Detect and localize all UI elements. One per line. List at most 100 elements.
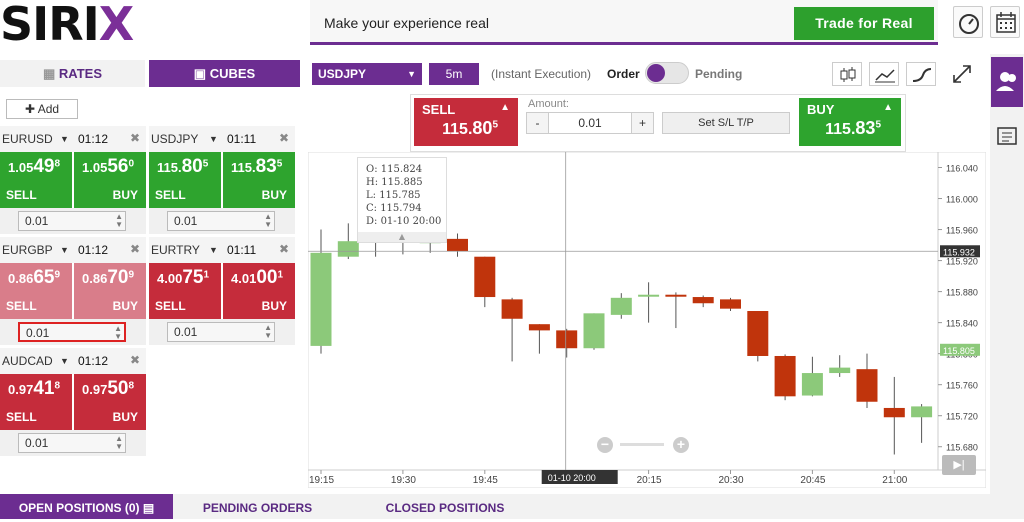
tab-pending-orders[interactable]: PENDING ORDERS: [202, 501, 313, 515]
cube-sell-button[interactable]: 4.00751 SELL: [149, 263, 221, 319]
cube-sell-button[interactable]: 115.805 SELL: [149, 152, 221, 208]
fullscreen-icon[interactable]: [950, 62, 974, 86]
candle-body: [801, 373, 823, 396]
close-icon[interactable]: ✖: [129, 131, 140, 145]
timeframe-button[interactable]: 5m: [429, 63, 479, 85]
cube-buy-button[interactable]: 1.05560 BUY: [74, 152, 146, 208]
cube-symbol[interactable]: EURGBP: [2, 243, 53, 257]
add-cube-button[interactable]: ✚ Add: [6, 99, 78, 119]
scroll-to-end-icon[interactable]: ▶|: [942, 455, 976, 475]
candle-body: [747, 311, 769, 356]
cube-buy-price: 1.05560: [82, 156, 135, 177]
symbol-select[interactable]: USDJPY ▼: [312, 63, 422, 85]
x-tick-label: 20:30: [719, 475, 744, 486]
zoom-out-button[interactable]: −: [597, 437, 613, 453]
increase-button[interactable]: +: [631, 113, 653, 133]
cube-amount-input[interactable]: 0.01 ▲ ▼: [18, 433, 126, 453]
amount-input[interactable]: 0.01: [549, 113, 631, 133]
cube-buy-button[interactable]: 0.97508 BUY: [74, 374, 146, 430]
spinner-icon[interactable]: ▲ ▼: [115, 434, 123, 451]
chevron-down-icon[interactable]: ▼: [60, 134, 69, 144]
x-tick-label: 21:00: [882, 475, 907, 486]
cube-sell-button[interactable]: 0.86659 SELL: [0, 263, 72, 319]
cube-symbol[interactable]: USDJPY: [151, 132, 199, 146]
tab-closed-positions[interactable]: CLOSED POSITIONS: [385, 501, 505, 515]
crosshair-price-label: 115.932: [943, 247, 975, 257]
cube-amount-input[interactable]: 0.01 ▲ ▼: [167, 322, 275, 342]
close-icon[interactable]: ✖: [278, 131, 289, 145]
candle-body: [501, 299, 523, 319]
user-icon[interactable]: [991, 57, 1023, 107]
cube-header: EURUSD ▼ 01:12 ✖: [0, 126, 146, 152]
cube-buy-button[interactable]: 4.01001 BUY: [223, 263, 295, 319]
tab-open-positions[interactable]: OPEN POSITIONS (0) ▤: [0, 494, 173, 519]
amount-stepper[interactable]: - 0.01 +: [526, 112, 654, 134]
x-tick-label: 20:45: [800, 475, 825, 486]
tab-cubes[interactable]: ▣ CUBES: [149, 60, 300, 87]
chevron-down-icon[interactable]: ▼: [60, 356, 69, 366]
calendar-icon[interactable]: [990, 6, 1020, 38]
cube-symbol[interactable]: AUDCAD: [2, 354, 53, 368]
set-sl-tp-button[interactable]: Set S/L T/P: [662, 112, 790, 134]
spinner-icon[interactable]: ▲ ▼: [264, 212, 272, 229]
buy-button[interactable]: BUY ▲ 115.835: [799, 98, 901, 146]
cube-symbol[interactable]: EURTRY: [151, 243, 200, 257]
cube-amount-row: 0.01 ▲ ▼: [0, 430, 146, 456]
cube-amount-input[interactable]: 0.01 ▲ ▼: [167, 211, 275, 231]
cube-buy-label: BUY: [261, 299, 287, 313]
y-tick-label: 116.000: [946, 195, 978, 205]
cube-sell-button[interactable]: 1.05498 SELL: [0, 152, 72, 208]
candle-body: [692, 297, 714, 304]
pending-label: Pending: [695, 67, 743, 81]
candle-body: [665, 294, 687, 297]
order-pending-toggle[interactable]: [645, 62, 689, 84]
sell-button[interactable]: SELL ▲ 115.805: [414, 98, 518, 146]
cube-amount-value: 0.01: [25, 214, 49, 228]
zoom-in-button[interactable]: +: [673, 437, 689, 453]
candle-body: [638, 294, 660, 297]
candlestick-chart-icon[interactable]: [832, 62, 862, 86]
cube-sell-label: SELL: [155, 188, 186, 202]
cube-icon: ▣: [193, 66, 207, 81]
news-icon[interactable]: [991, 120, 1023, 154]
chevron-down-icon[interactable]: ▼: [60, 245, 69, 255]
candle-body: [856, 369, 878, 402]
chevron-down-icon[interactable]: ▼: [209, 245, 218, 255]
close-icon[interactable]: ✖: [129, 353, 140, 367]
cube-amount-input[interactable]: 0.01 ▲ ▼: [18, 211, 126, 231]
decrease-button[interactable]: -: [527, 113, 549, 133]
y-tick-label: 115.760: [946, 381, 978, 391]
cube-sell-label: SELL: [6, 410, 37, 424]
close-icon[interactable]: ✖: [278, 242, 289, 256]
speedometer-icon[interactable]: [953, 6, 983, 38]
cube-buy-price: 4.01001: [231, 267, 284, 288]
cube-buy-button[interactable]: 115.835 BUY: [223, 152, 295, 208]
cube-sell-price: 0.86659: [8, 267, 61, 288]
line-chart-icon[interactable]: [869, 62, 899, 86]
chevron-down-icon[interactable]: ▼: [209, 134, 218, 144]
cube-symbol[interactable]: EURUSD: [2, 132, 53, 146]
sell-label: SELL: [422, 102, 456, 117]
logo-x: X: [98, 0, 134, 51]
zoom-slider[interactable]: [620, 443, 664, 446]
crosshair-time-label: 01-10 20:00: [548, 473, 596, 483]
cube-eurtry: EURTRY ▼ 01:11 ✖ 4.00751 SELL 4.01001 BUY 0.01 ▲ ▼: [149, 237, 295, 345]
cube-usdjpy: USDJPY ▼ 01:11 ✖ 115.805 SELL 115.835 BUY 0.01 ▲ ▼: [149, 126, 295, 234]
x-tick-label: 19:30: [391, 475, 416, 486]
spinner-icon[interactable]: ▲ ▼: [264, 323, 272, 340]
spinner-icon[interactable]: ▲ ▼: [114, 324, 122, 341]
trade-for-real-button[interactable]: Trade for Real: [794, 7, 934, 40]
spinner-icon[interactable]: ▲ ▼: [115, 212, 123, 229]
close-icon[interactable]: ✖: [129, 242, 140, 256]
cube-buy-button[interactable]: 0.86709 BUY: [74, 263, 146, 319]
draw-tool-icon[interactable]: [906, 62, 936, 86]
cube-amount-value: 0.01: [25, 436, 49, 450]
cube-amount-row: 0.01 ▲ ▼: [0, 208, 146, 234]
cube-amount-row: 0.01 ▲ ▼: [149, 319, 295, 345]
cube-sell-label: SELL: [6, 188, 37, 202]
tab-rates[interactable]: ▦ RATES: [0, 60, 145, 87]
cube-sell-button[interactable]: 0.97418 SELL: [0, 374, 72, 430]
table-icon: ▤: [142, 501, 155, 515]
collapse-icon[interactable]: ▲: [358, 232, 446, 242]
cube-amount-input[interactable]: 0.01 ▲ ▼: [18, 322, 126, 342]
